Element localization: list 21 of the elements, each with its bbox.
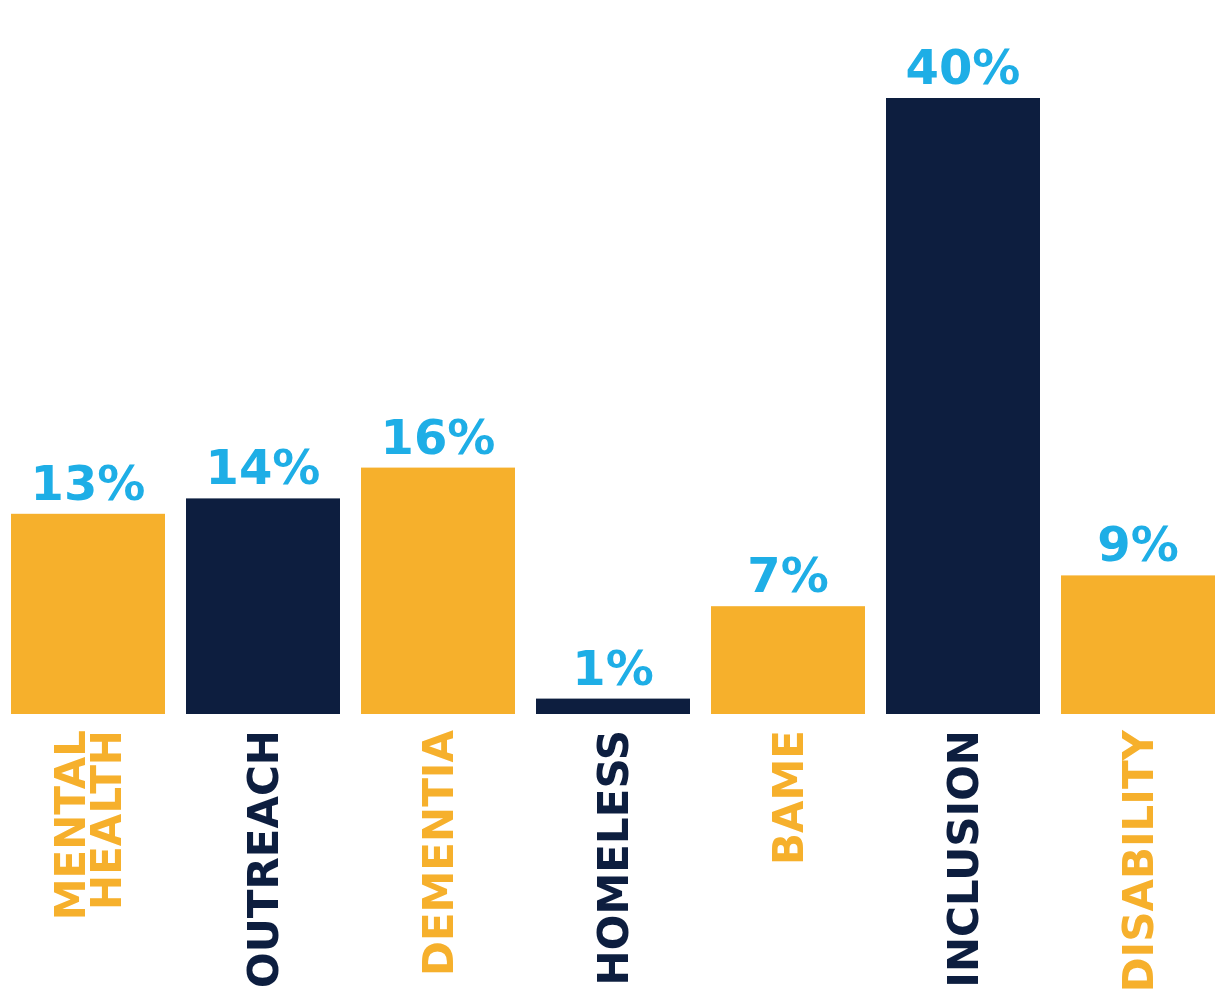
bar — [536, 698, 690, 714]
data-label: 9% — [1097, 516, 1179, 573]
data-label: 13% — [30, 454, 146, 511]
bar — [1061, 575, 1215, 714]
data-label: 7% — [747, 547, 829, 604]
bar — [886, 98, 1040, 714]
x-tick-label: DISABILITY — [1114, 729, 1164, 993]
bar — [711, 606, 865, 714]
bar — [361, 467, 515, 714]
x-tick-label: MENTAL HEALTH — [46, 730, 131, 921]
data-label: 1% — [572, 639, 654, 696]
x-tick-label: INCLUSION — [939, 730, 989, 988]
x-tick-label: HOMELESS — [589, 730, 639, 986]
data-label: 14% — [205, 439, 321, 496]
bar — [186, 498, 340, 714]
x-tick-label: OUTREACH — [239, 730, 289, 988]
x-tick-label: DEMENTIA — [414, 729, 464, 976]
bar — [11, 513, 165, 714]
x-tick-label: BAME — [764, 730, 814, 866]
data-label: 16% — [380, 408, 496, 465]
data-label: 40% — [905, 39, 1021, 95]
